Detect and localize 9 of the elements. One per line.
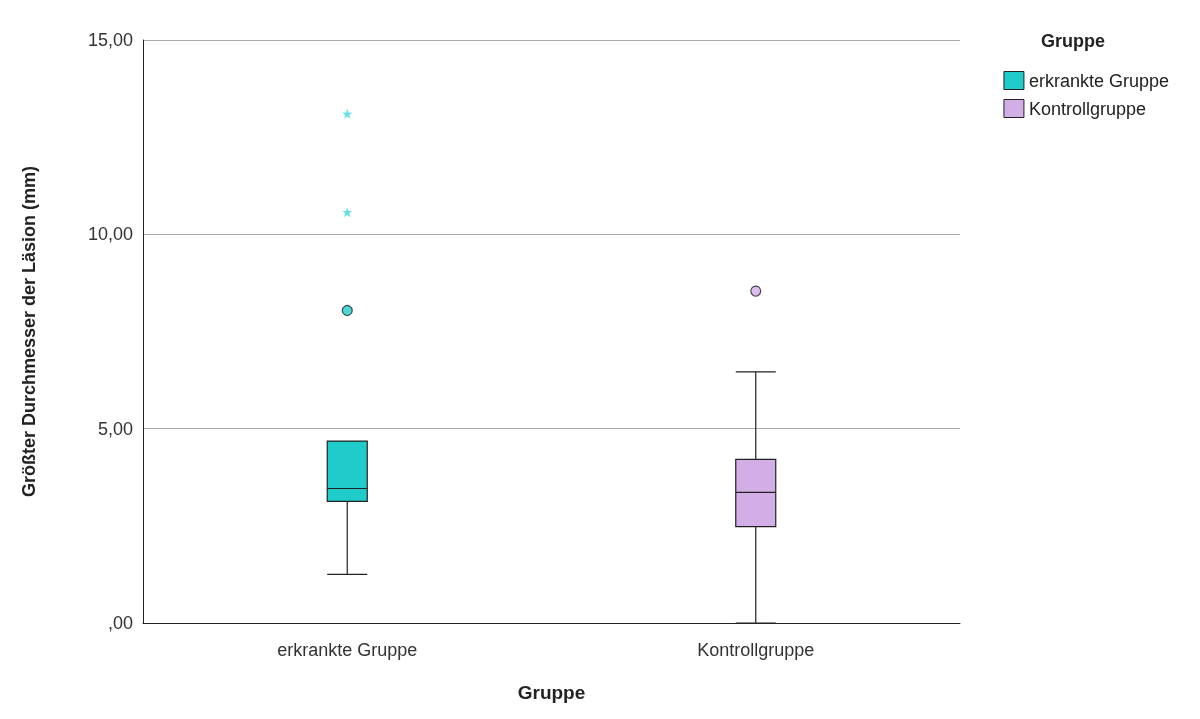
y-tick-label: 5,00 xyxy=(97,418,133,439)
legend-title: Gruppe xyxy=(1041,31,1106,51)
y-axis-title: Größter Durchmesser der Läsion (mm) xyxy=(19,165,39,498)
y-tick-label: 15,00 xyxy=(87,30,133,50)
y-tick-label: 10,00 xyxy=(87,224,133,245)
legend-label: Kontrollgruppe xyxy=(1028,98,1147,119)
x-axis-title: Gruppe xyxy=(517,682,586,703)
y-tick-label: ,00 xyxy=(107,613,133,633)
legend-label: erkrankte Gruppe xyxy=(1028,70,1170,91)
